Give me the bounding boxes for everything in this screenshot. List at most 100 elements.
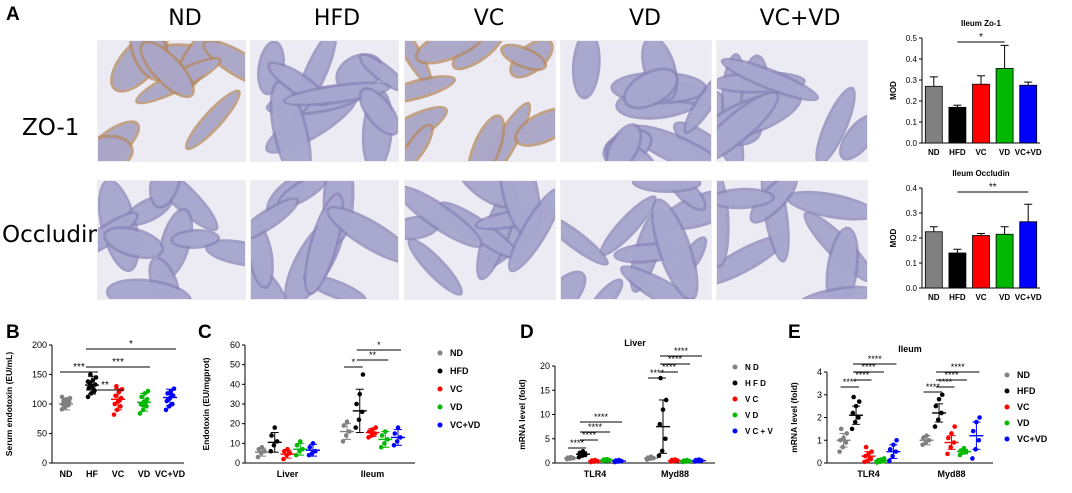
villus-core <box>510 190 555 270</box>
x-tick-label: VD <box>999 148 1010 157</box>
x-tick-label: TLR4 <box>857 469 880 479</box>
villus-core <box>146 181 216 229</box>
data-point <box>272 425 278 430</box>
significance-label: * <box>377 340 381 350</box>
bar-VD <box>995 68 1014 144</box>
data-point <box>663 436 668 442</box>
data-point <box>920 442 925 448</box>
data-point <box>656 453 662 459</box>
data-point <box>394 439 400 444</box>
data-point <box>354 401 359 407</box>
y-axis-label: MOD <box>889 228 898 247</box>
data-point <box>856 399 862 404</box>
data-point <box>294 443 300 448</box>
data-point <box>268 448 274 454</box>
significance-label: **** <box>588 422 603 432</box>
villus-core <box>405 77 454 102</box>
chart-title: Liver <box>624 338 646 348</box>
villus-core <box>205 42 245 86</box>
legend-marker <box>732 428 738 434</box>
data-point <box>852 419 858 425</box>
data-point <box>137 411 143 416</box>
micrograph-zo1-nd <box>97 40 246 162</box>
data-point <box>271 443 277 448</box>
data-point <box>939 392 945 398</box>
data-point <box>119 386 125 392</box>
legend-label: ND <box>1017 370 1030 380</box>
data-point <box>395 425 401 430</box>
x-tick-label: VC <box>975 293 986 302</box>
y-tick-label: 0.3 <box>906 76 918 85</box>
significance-label: **** <box>926 382 941 392</box>
legend-label: VC <box>1017 402 1030 412</box>
significance-label: *** <box>112 357 124 368</box>
bar-VC+VD <box>1019 221 1038 289</box>
micrograph-occludin-vc <box>404 180 556 300</box>
significance-label: * <box>352 357 356 367</box>
y-tick-label: 20 <box>540 361 550 371</box>
data-point <box>144 404 149 409</box>
y-tick-label: 10 <box>230 438 240 448</box>
significance-label: * <box>979 32 983 43</box>
y-tick-label: 0.5 <box>906 34 918 43</box>
legend-label: V D <box>745 411 759 420</box>
y-tick-label: 0 <box>817 458 822 468</box>
data-point <box>344 419 350 424</box>
legend-marker <box>437 368 443 374</box>
x-tick-label: VC+VD <box>155 469 186 479</box>
legend-label: VD <box>450 402 463 412</box>
significance-label: **** <box>582 430 597 440</box>
villus-core <box>417 41 484 62</box>
micrograph-zo1-vc <box>404 40 556 162</box>
panel-label-b: B <box>6 322 20 343</box>
significance-label: **** <box>662 362 677 372</box>
legend-marker <box>1004 404 1010 410</box>
data-point <box>356 417 362 423</box>
bar-ND <box>924 85 943 144</box>
villus-core <box>501 181 539 236</box>
data-point <box>659 448 665 454</box>
legend-label: HFD <box>450 366 469 376</box>
villus-core <box>631 127 711 161</box>
x-tick-label: Liver <box>277 469 299 479</box>
y-tick-label: 0.4 <box>906 55 918 64</box>
tissue-texture <box>405 181 555 296</box>
tissue-texture <box>717 53 867 161</box>
data-point <box>952 424 957 429</box>
significance-label: **** <box>674 346 689 356</box>
significance-label: **** <box>855 370 870 380</box>
villus-core <box>405 126 432 161</box>
data-point <box>340 439 346 444</box>
legend-marker <box>732 380 738 386</box>
row-header-zo1: ZO-1 <box>22 115 80 141</box>
bar-VD <box>995 233 1014 289</box>
data-point <box>59 407 65 412</box>
x-tick-label: VC+VD <box>1015 148 1042 157</box>
data-point <box>114 384 119 389</box>
panel-label-c: C <box>198 322 212 343</box>
micrograph-occludin-vd <box>560 180 712 300</box>
data-point <box>297 439 303 444</box>
villus-core <box>685 74 711 132</box>
column-header-vc: VC <box>473 6 505 31</box>
micrograph-occludin-hfd <box>250 180 399 300</box>
data-point <box>353 425 359 430</box>
significance-label: **** <box>668 354 683 364</box>
data-point <box>932 424 938 429</box>
villus-core <box>675 123 711 161</box>
y-tick-label: 10 <box>540 410 550 420</box>
significance-label: **** <box>570 438 585 448</box>
data-point <box>373 425 378 430</box>
y-tick-label: 100 <box>32 399 47 409</box>
villus-core <box>106 228 162 257</box>
x-tick-label: ND <box>60 469 73 479</box>
tissue-texture <box>257 41 398 161</box>
chart-title: Ileum Occludin <box>952 169 1009 178</box>
column-header-vcvd: VC+VD <box>759 6 841 31</box>
data-point <box>170 401 175 407</box>
data-point <box>838 426 844 432</box>
data-point <box>360 372 366 377</box>
legend-marker <box>1004 372 1010 378</box>
villus-core <box>717 237 784 284</box>
legend-label: VC+VD <box>1017 434 1048 444</box>
